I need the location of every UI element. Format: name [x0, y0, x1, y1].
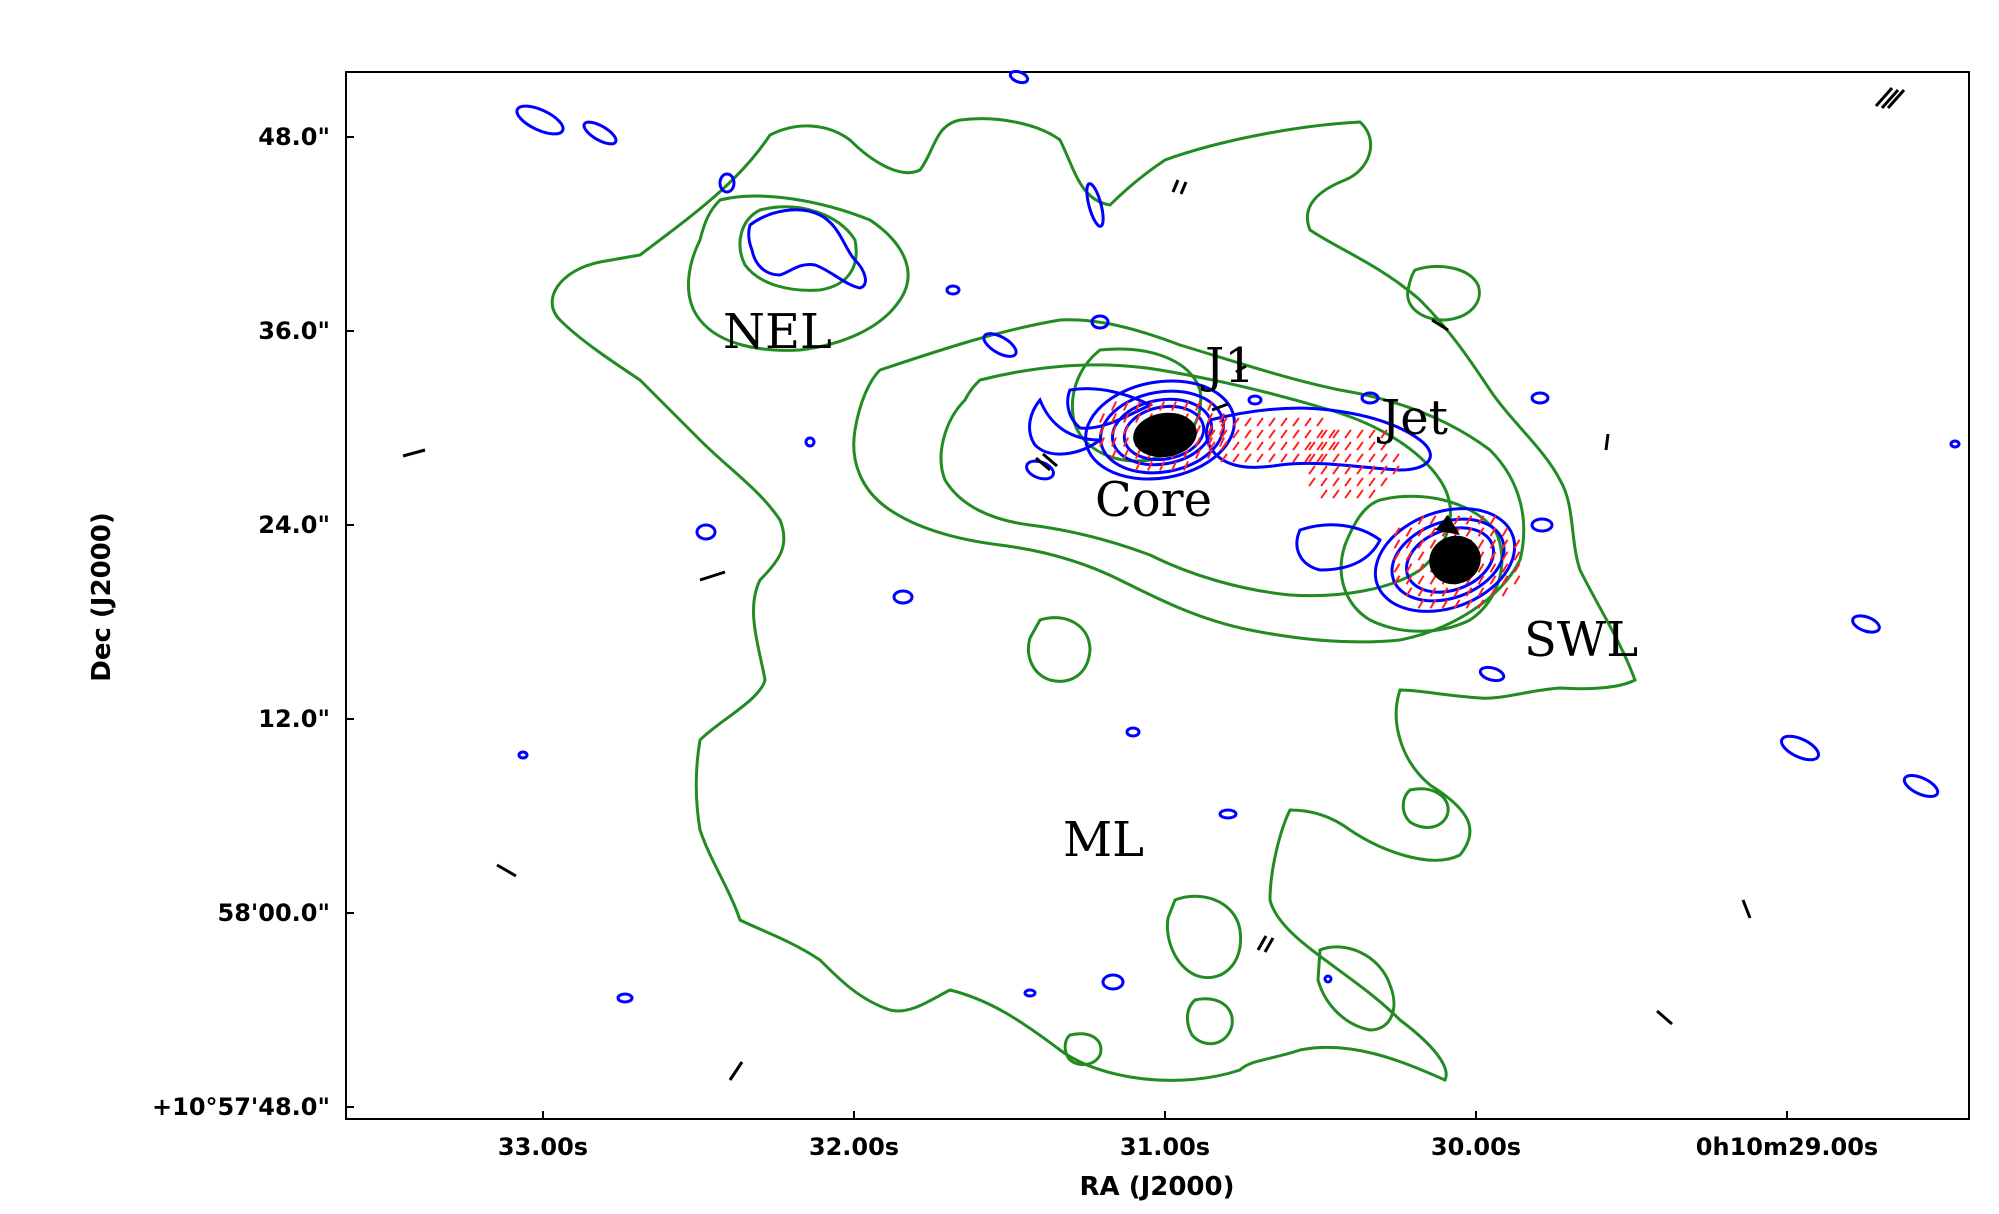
polarization-vector	[1395, 540, 1400, 549]
plot-frame	[346, 72, 1969, 1119]
label-jet: Jet	[1376, 390, 1448, 446]
polarization-vector	[1419, 552, 1424, 561]
polarization-vector	[1305, 418, 1311, 426]
polarization-vector	[1357, 478, 1363, 486]
y-tick-label: 36.0"	[258, 317, 330, 345]
x-axis-title: RA (J2000)	[1080, 1172, 1235, 1202]
y-tick-label: 58'00.0"	[218, 899, 330, 927]
polarization-vector	[1357, 454, 1363, 462]
y-axis	[346, 137, 354, 1107]
polarization-vector	[1321, 490, 1327, 498]
polarization-vector	[1245, 442, 1251, 450]
polarization-vector	[1293, 454, 1299, 462]
label-nel: NEL	[723, 304, 832, 360]
polarization-vector	[1345, 490, 1351, 498]
polarization-vector	[1269, 442, 1275, 450]
label-ml: ML	[1063, 812, 1144, 868]
polarization-vector	[1281, 454, 1287, 462]
polarization-vector	[1305, 430, 1311, 438]
polarization-vector	[1333, 490, 1339, 498]
x-tick-label: 33.00s	[498, 1133, 588, 1161]
y-tick-label: 12.0"	[258, 705, 330, 733]
polarization-vector	[1281, 430, 1287, 438]
polarization-vector	[1269, 430, 1275, 438]
polarization-vector	[1321, 466, 1327, 474]
polarization-vector	[1357, 430, 1363, 438]
polarization-vector	[1269, 454, 1275, 462]
polarization-vector	[1369, 490, 1375, 498]
x-tick-label: 31.00s	[1120, 1133, 1210, 1161]
polarization-vector	[1333, 478, 1339, 486]
polarization-vector	[1515, 576, 1520, 585]
label-j1: J1	[1200, 338, 1255, 394]
polarization-vector	[1345, 430, 1351, 438]
y-tick-label: +10°57'48.0"	[152, 1093, 330, 1121]
polarization-vector	[1393, 454, 1399, 462]
polarization-vector	[1369, 430, 1375, 438]
polarization-vector	[1381, 478, 1387, 486]
polarization-vector	[1357, 442, 1363, 450]
x-tick-label: 0h10m29.00s	[1696, 1133, 1878, 1161]
polarization-vector	[1317, 418, 1323, 426]
polarization-vector	[1233, 454, 1239, 462]
polarization-vector	[1281, 442, 1287, 450]
polarization-vector	[1257, 442, 1263, 450]
polarization-vector	[1257, 454, 1263, 462]
polarization-vector	[1257, 430, 1263, 438]
polarization-vector	[1381, 454, 1387, 462]
y-tick-label: 24.0"	[258, 511, 330, 539]
polarization-vector	[1333, 454, 1339, 462]
label-core: Core	[1095, 472, 1212, 528]
polarization-vector	[1503, 528, 1508, 537]
polarization-vector	[1431, 576, 1436, 585]
blue-contours	[513, 69, 1959, 1002]
y-axis-title: Dec (J2000)	[87, 512, 117, 681]
polarization-vector	[1309, 466, 1315, 474]
polarization-vector	[1333, 466, 1339, 474]
polarization-vector	[1245, 418, 1251, 426]
polarization-vector	[1257, 418, 1263, 426]
polarization-vector	[1419, 576, 1424, 585]
polarization-vector	[1491, 516, 1496, 525]
polarization-vector	[1369, 478, 1375, 486]
polarization-vector	[1100, 414, 1104, 423]
polarization-vector	[1281, 418, 1287, 426]
polarization-vector	[1345, 454, 1351, 462]
polarization-vector	[1407, 528, 1412, 537]
polarization-vector	[1309, 478, 1315, 486]
x-tick-label: 30.00s	[1431, 1133, 1521, 1161]
polarization-vector	[1245, 430, 1251, 438]
polarization-vector	[1293, 442, 1299, 450]
x-tick-label: 32.00s	[809, 1133, 899, 1161]
polarization-vector	[1321, 478, 1327, 486]
polarization-vector	[1369, 442, 1375, 450]
polarization-vector	[1479, 540, 1484, 549]
polarization-vector	[1369, 454, 1375, 462]
polarization-vector	[1345, 466, 1351, 474]
polarization-vector	[1503, 588, 1508, 597]
label-swl: SWL	[1524, 612, 1638, 668]
polarization-vector	[1245, 454, 1251, 462]
polarization-vector	[1293, 430, 1299, 438]
polarization-vector	[1293, 418, 1299, 426]
polarization-vector	[1345, 478, 1351, 486]
y-tick-label: 48.0"	[258, 123, 330, 151]
polarization-vector	[1269, 418, 1275, 426]
polarization-vector	[1233, 442, 1239, 450]
polarization-vectors-black	[403, 88, 1904, 1080]
polarization-vector	[1345, 442, 1351, 450]
polarization-vector	[1357, 490, 1363, 498]
x-axis	[543, 1111, 1787, 1119]
polarization-vector	[1395, 564, 1400, 573]
